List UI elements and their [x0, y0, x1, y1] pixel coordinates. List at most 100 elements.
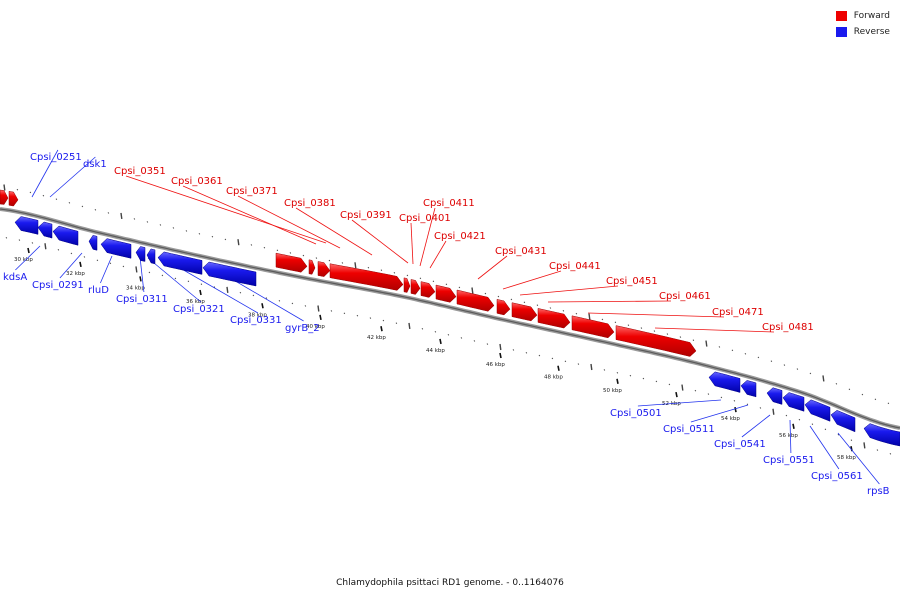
outer-tick [367, 266, 370, 269]
reverse-gene-label: Cpsi_0501 [610, 408, 662, 419]
legend: Forward Reverse [835, 8, 890, 40]
forward-gene-label: Cpsi_0481 [762, 322, 814, 333]
forward-gene-label: Cpsi_0351 [114, 166, 166, 177]
inner-tick [863, 442, 866, 449]
outer-tick [380, 269, 383, 271]
outer-tick [211, 235, 214, 238]
reverse-gene-label: Cpsi_0291 [32, 280, 84, 291]
reverse-gene-arrow [88, 235, 98, 251]
outer-tick [16, 188, 19, 191]
outer-tick [302, 254, 305, 257]
inner-tick [629, 374, 632, 377]
outer-tick [744, 353, 747, 355]
outer-tick [783, 364, 786, 366]
outer-tick [159, 224, 162, 226]
inner-tick [642, 377, 645, 380]
inner-tick [564, 360, 567, 363]
scale-label: 32 kbp [66, 271, 85, 277]
inner-tick [772, 408, 775, 415]
inner-tick [499, 343, 502, 351]
forward-label-leader [237, 195, 341, 249]
reverse-gene-arrow [782, 392, 805, 412]
scale-label: 36 kbp [186, 299, 205, 305]
inner-tick [83, 256, 86, 258]
scale-label: 48 kbp [544, 375, 563, 381]
inner-tick [538, 354, 541, 357]
inner-tick [798, 418, 801, 421]
scale-tick [380, 326, 383, 332]
outer-tick [81, 205, 84, 208]
outer-tick [484, 292, 487, 295]
outer-tick [419, 277, 422, 280]
scale-label: 44 kbp [426, 348, 445, 354]
inner-tick [603, 369, 606, 371]
reverse-gene-arrow [157, 251, 203, 275]
forward-gene-label: Cpsi_0461 [659, 291, 711, 302]
reverse-label-leader [741, 414, 771, 438]
scale-tick [499, 352, 502, 359]
inner-tick [421, 327, 424, 330]
legend-reverse-swatch [835, 27, 847, 37]
reverse-gene-arrow [202, 261, 257, 287]
reverse-label-leader [179, 267, 259, 314]
outer-tick [874, 398, 877, 401]
inner-tick [733, 400, 736, 402]
inner-tick [473, 340, 476, 342]
inner-tick [382, 319, 385, 322]
forward-gene-arrow [8, 191, 19, 207]
scale-tick [199, 289, 202, 296]
reverse-label-leader [139, 256, 145, 293]
inner-tick [720, 396, 723, 399]
outer-tick [445, 283, 448, 286]
forward-gene-arrow [317, 261, 331, 277]
inner-tick [330, 310, 333, 312]
reverse-label-leader [15, 245, 41, 271]
reverse-label-leader [809, 425, 840, 470]
outer-tick [42, 194, 45, 197]
inner-tick [525, 351, 528, 354]
inner-tick [811, 423, 814, 425]
scale-tick [139, 276, 142, 282]
reverse-label-leader [49, 156, 96, 198]
reverse-gene-label: Cpsi_0311 [116, 294, 168, 305]
outer-tick [822, 375, 825, 382]
inner-tick [5, 236, 8, 239]
outer-tick [354, 262, 357, 269]
scale-label: 38 kbp [248, 312, 267, 318]
outer-tick [458, 286, 461, 289]
inner-tick [109, 262, 112, 265]
inner-tick [148, 271, 151, 274]
scale-label: 54 kbp [721, 416, 740, 422]
reverse-label-leader [637, 399, 722, 407]
inner-tick [434, 330, 437, 333]
legend-reverse: Reverse [835, 24, 890, 40]
reverse-gene-label: Cpsi_0541 [714, 439, 766, 450]
scale-label: 58 kbp [837, 455, 856, 461]
genome-backbone-edge [0, 208, 900, 429]
outer-tick [172, 227, 175, 229]
outer-tick [549, 307, 552, 309]
inner-tick [187, 280, 190, 283]
outer-tick [328, 259, 331, 262]
outer-tick [198, 232, 201, 235]
forward-gene-label: Cpsi_0411 [423, 198, 475, 209]
inner-tick [850, 439, 853, 441]
reverse-gene-label: kdsA [3, 272, 27, 283]
forward-gene-arrow [420, 281, 436, 298]
outer-tick [536, 304, 539, 306]
reverse-label-leader [789, 419, 792, 454]
forward-gene-label: Cpsi_0391 [340, 210, 392, 221]
forward-gene-label: Cpsi_0401 [399, 213, 451, 224]
scale-label: 50 kbp [603, 388, 622, 394]
forward-label-leader [477, 255, 508, 280]
inner-tick [408, 322, 411, 330]
forward-gene-arrow [308, 259, 316, 275]
outer-tick [757, 356, 760, 359]
scale-label: 34 kbp [126, 285, 145, 291]
inner-tick [889, 453, 892, 455]
scale-tick [734, 406, 737, 413]
forward-gene-arrow [571, 315, 615, 339]
inner-tick [616, 371, 619, 374]
reverse-gene-label: Cpsi_0251 [30, 152, 82, 163]
outer-tick [29, 191, 32, 194]
